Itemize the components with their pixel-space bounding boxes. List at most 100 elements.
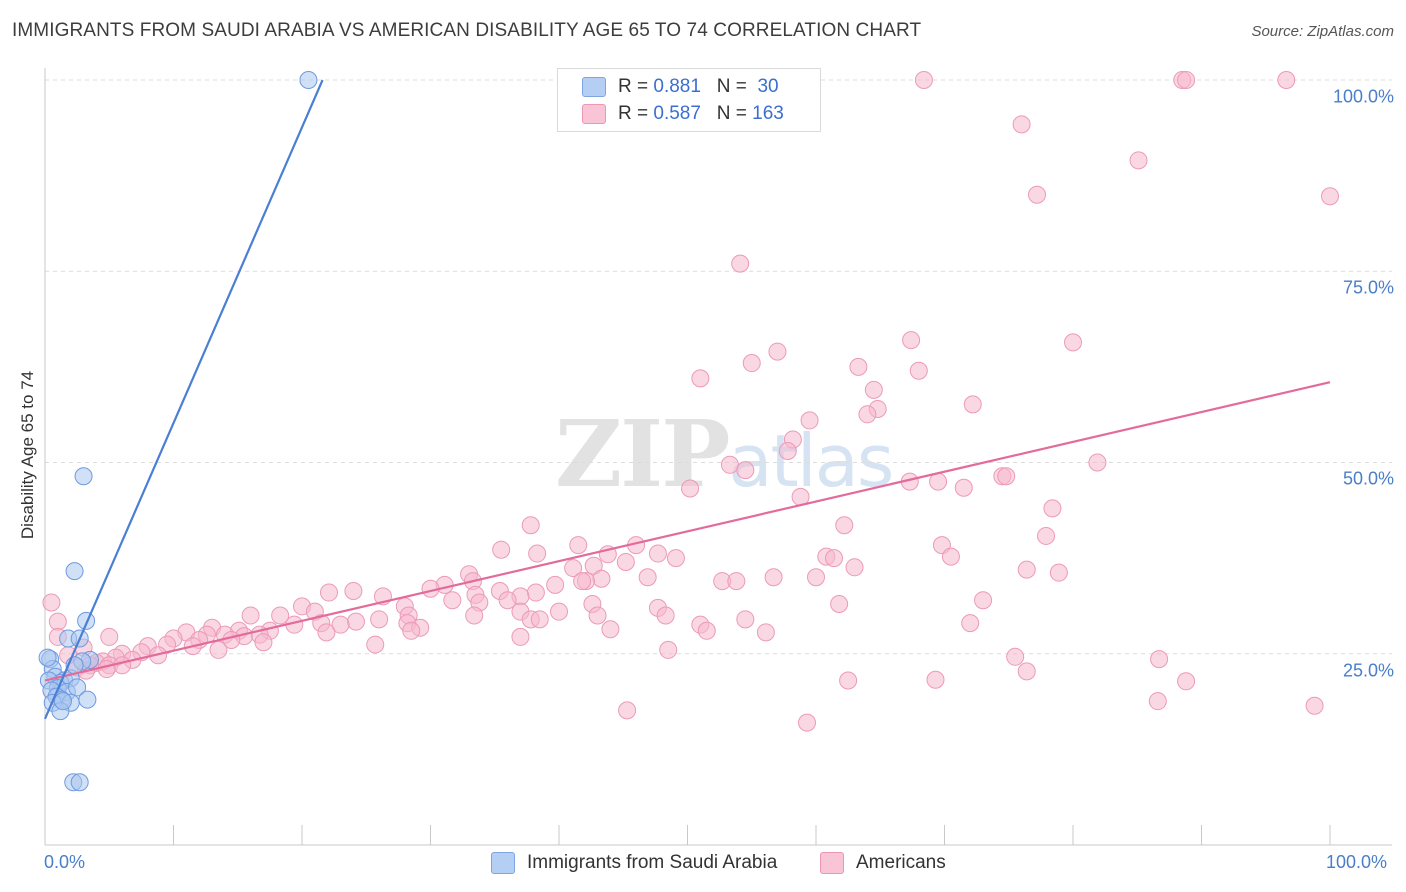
data-point xyxy=(1150,650,1169,669)
watermark: ZIPatlas xyxy=(555,400,894,508)
data-point xyxy=(961,614,980,633)
data-point xyxy=(209,640,228,659)
y-axis-label: Disability Age 65 to 74 xyxy=(18,370,37,540)
data-point xyxy=(902,331,921,350)
data-point xyxy=(526,583,545,602)
data-point xyxy=(839,671,858,690)
legend-row-saudi-arabia: R = 0.881 N = 30 xyxy=(582,75,779,99)
legend-swatch-pink xyxy=(582,104,606,124)
data-point xyxy=(346,612,365,631)
data-point xyxy=(659,640,678,659)
data-point xyxy=(74,467,93,486)
x-tick-label-0: 0.0% xyxy=(44,852,86,872)
data-point xyxy=(573,572,592,591)
legend-n-value: 30 xyxy=(757,76,779,97)
bottom-legend-label: Americans xyxy=(856,852,946,873)
data-point xyxy=(727,572,746,591)
data-point xyxy=(909,361,928,380)
data-point xyxy=(366,635,385,654)
data-point xyxy=(344,582,363,601)
x-tick-label-100: 100.0% xyxy=(1326,852,1388,872)
data-point xyxy=(319,583,338,602)
legend-r-value: 0.587 xyxy=(653,103,701,124)
data-point xyxy=(691,369,710,388)
bottom-legend-label: Immigrants from Saudi Arabia xyxy=(527,852,778,873)
data-point xyxy=(402,621,421,640)
bottom-legend-americans: Americans xyxy=(820,852,946,874)
data-point xyxy=(858,405,877,424)
data-point xyxy=(807,568,825,587)
data-point xyxy=(1049,563,1068,582)
data-point xyxy=(78,690,97,709)
data-point xyxy=(550,602,568,621)
bottom-legend-swatch-pink xyxy=(820,852,844,874)
data-point xyxy=(941,547,960,566)
legend-n-label: N = xyxy=(716,103,747,124)
axes xyxy=(44,68,1392,846)
data-point xyxy=(592,569,611,588)
data-point xyxy=(656,606,675,625)
data-point xyxy=(756,623,775,642)
data-point xyxy=(331,615,350,634)
data-point xyxy=(736,610,755,629)
data-point xyxy=(528,544,547,563)
y-tick-label-25: 25.0% xyxy=(1342,660,1394,681)
legend-n-value: 163 xyxy=(752,103,784,124)
data-point xyxy=(720,455,739,474)
data-point xyxy=(1305,696,1324,715)
data-point xyxy=(38,648,57,667)
gridlines xyxy=(45,79,1392,655)
bottom-legend-saudi-arabia: Immigrants from Saudi Arabia xyxy=(491,852,777,874)
data-point xyxy=(1177,672,1196,691)
legend-row-americans: R = 0.587 N = 163 xyxy=(582,102,784,126)
data-point xyxy=(1043,499,1062,518)
data-point xyxy=(1088,453,1107,472)
data-point xyxy=(299,71,318,89)
data-point xyxy=(616,552,635,571)
data-point xyxy=(100,627,119,646)
legend-swatch-blue xyxy=(582,77,606,97)
data-point xyxy=(97,660,116,679)
trend-lines xyxy=(43,79,1331,720)
data-point xyxy=(588,606,607,625)
data-point xyxy=(443,591,462,610)
data-point xyxy=(498,591,517,610)
data-point xyxy=(521,516,540,535)
data-point xyxy=(1017,662,1036,681)
data-point xyxy=(113,656,132,675)
legend-r-value: 0.881 xyxy=(653,76,701,97)
series-saudi-arabia xyxy=(38,71,318,792)
data-point xyxy=(241,606,260,625)
y-tick-label-75: 75.0% xyxy=(1342,277,1394,298)
data-point xyxy=(1006,647,1025,666)
data-point xyxy=(974,591,993,610)
chart-title: IMMIGRANTS FROM SAUDI ARABIA VS AMERICAN… xyxy=(12,20,922,41)
data-point xyxy=(618,701,637,720)
data-point xyxy=(849,357,868,376)
data-point xyxy=(601,620,620,639)
correlation-legend: R = 0.881 N = 30 R = 0.587 N = 163 xyxy=(557,68,821,132)
data-point xyxy=(835,516,854,535)
data-point xyxy=(1129,151,1148,170)
data-point xyxy=(53,692,72,711)
data-point xyxy=(824,549,843,568)
data-point xyxy=(65,562,84,581)
trend-line-saudi-arabia xyxy=(43,79,324,720)
legend-r-label: R = xyxy=(618,103,649,124)
data-point xyxy=(963,395,982,414)
watermark-zip: ZIP xyxy=(555,400,730,508)
y-tick-label-50: 50.0% xyxy=(1342,468,1394,489)
data-point xyxy=(768,342,787,361)
data-point xyxy=(764,568,783,587)
data-point xyxy=(830,595,849,614)
data-point xyxy=(697,621,716,640)
data-point xyxy=(492,540,511,559)
data-point xyxy=(370,610,389,629)
data-point xyxy=(1148,692,1167,711)
data-point xyxy=(271,606,290,625)
legend-r-label: R = xyxy=(618,76,649,97)
data-point xyxy=(546,575,565,594)
data-point xyxy=(254,633,273,652)
data-point xyxy=(1177,71,1196,89)
data-point xyxy=(530,610,549,629)
